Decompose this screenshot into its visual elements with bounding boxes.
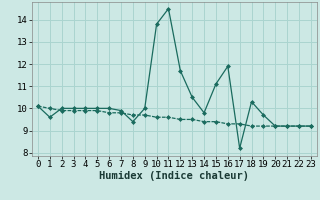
X-axis label: Humidex (Indice chaleur): Humidex (Indice chaleur) xyxy=(100,171,249,181)
